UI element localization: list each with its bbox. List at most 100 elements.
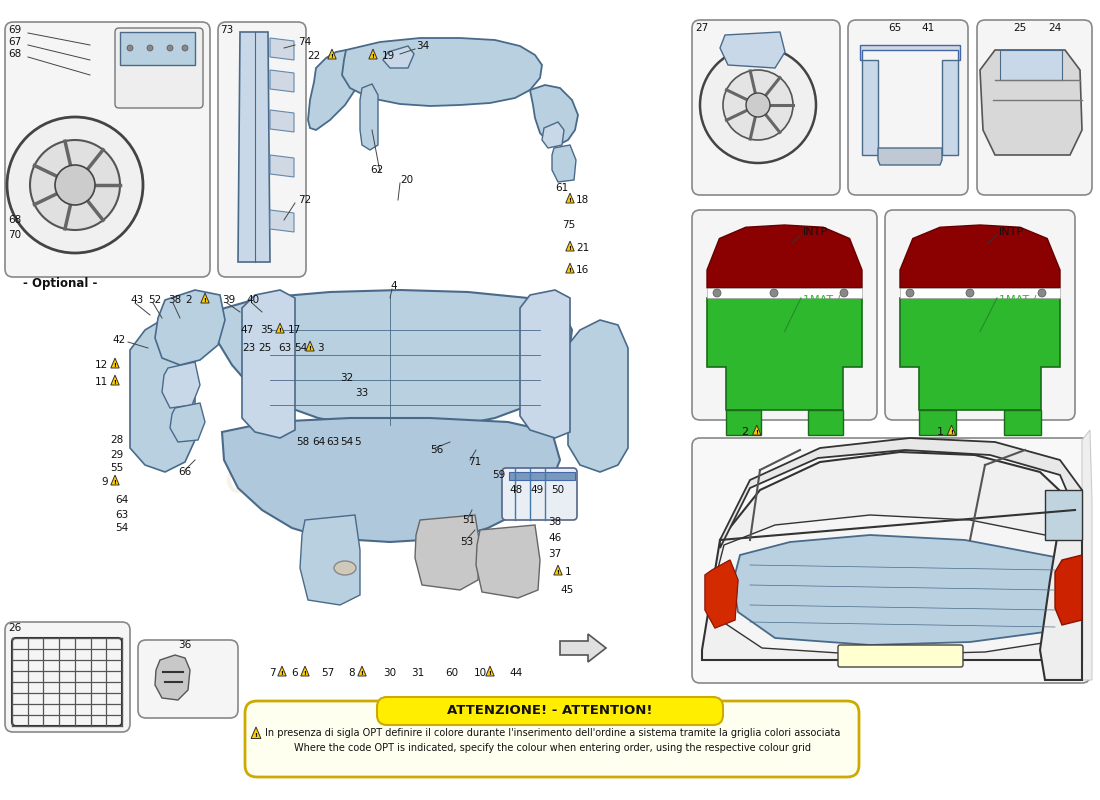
Text: 63: 63 (326, 437, 339, 447)
Text: 1MAT /
LTBC /
ALBC: 1MAT / LTBC / ALBC (803, 295, 840, 328)
Text: 54: 54 (340, 437, 353, 447)
Text: 17: 17 (288, 325, 301, 335)
Polygon shape (862, 60, 878, 155)
Text: 49: 49 (530, 485, 543, 495)
Text: !: ! (950, 430, 953, 435)
Text: 69: 69 (8, 25, 21, 35)
Polygon shape (476, 525, 540, 598)
Text: 35: 35 (260, 325, 273, 335)
FancyBboxPatch shape (838, 645, 962, 667)
Text: 29: 29 (110, 450, 123, 460)
Text: 22: 22 (307, 51, 320, 61)
Text: 56: 56 (430, 445, 443, 455)
Text: 38: 38 (168, 295, 182, 305)
Polygon shape (242, 290, 295, 438)
Polygon shape (308, 50, 360, 130)
Text: 47: 47 (240, 325, 253, 335)
Text: 16: 16 (576, 265, 590, 275)
Polygon shape (328, 49, 337, 59)
FancyBboxPatch shape (218, 22, 306, 277)
Text: 50: 50 (551, 485, 564, 495)
Polygon shape (705, 560, 738, 628)
Text: 4: 4 (390, 281, 397, 291)
Circle shape (700, 47, 816, 163)
Polygon shape (383, 46, 414, 68)
Text: - Optional -: - Optional - (23, 277, 97, 290)
Polygon shape (170, 403, 205, 442)
FancyBboxPatch shape (886, 210, 1075, 420)
Text: 68: 68 (8, 49, 21, 59)
Polygon shape (300, 666, 309, 676)
FancyBboxPatch shape (116, 28, 204, 108)
Text: !: ! (372, 54, 374, 59)
Text: 26: 26 (8, 623, 21, 633)
Text: !: ! (331, 54, 333, 59)
Circle shape (126, 45, 133, 51)
Text: !: ! (254, 734, 257, 738)
Polygon shape (1082, 430, 1092, 680)
Text: 67: 67 (8, 37, 21, 47)
Text: 27: 27 (695, 23, 708, 33)
Polygon shape (560, 634, 606, 662)
Text: 2: 2 (741, 427, 749, 437)
Text: !: ! (304, 671, 307, 676)
Polygon shape (720, 438, 1082, 548)
Text: !: ! (204, 298, 207, 303)
Text: 37: 37 (548, 549, 561, 559)
Text: 63: 63 (116, 510, 129, 520)
Text: 24: 24 (1048, 23, 1062, 33)
Text: !: ! (557, 570, 560, 575)
Polygon shape (270, 70, 294, 92)
Polygon shape (111, 475, 119, 485)
Polygon shape (947, 425, 956, 435)
Polygon shape (270, 155, 294, 177)
FancyBboxPatch shape (502, 468, 578, 520)
Polygon shape (1004, 410, 1041, 435)
Text: Where the code OPT is indicated, specify the colour when entering order, using t: Where the code OPT is indicated, specify… (295, 743, 812, 753)
Text: !: ! (488, 671, 492, 676)
Polygon shape (920, 410, 956, 435)
FancyBboxPatch shape (692, 210, 877, 420)
Text: 63: 63 (278, 343, 292, 353)
Text: 53: 53 (460, 537, 473, 547)
Text: 30: 30 (384, 668, 397, 678)
Text: 38: 38 (548, 517, 561, 527)
Text: !: ! (113, 363, 117, 368)
Polygon shape (565, 193, 574, 203)
Text: 1: 1 (565, 567, 572, 577)
Text: 46: 46 (548, 533, 561, 543)
Circle shape (30, 140, 120, 230)
Text: 65: 65 (889, 23, 902, 33)
Polygon shape (368, 49, 377, 59)
Circle shape (7, 117, 143, 253)
Polygon shape (707, 288, 862, 298)
Text: 5: 5 (354, 437, 361, 447)
Polygon shape (715, 515, 1075, 655)
Text: 42: 42 (112, 335, 125, 345)
Text: 25: 25 (1013, 23, 1026, 33)
Text: 57: 57 (321, 668, 334, 678)
Text: 61: 61 (556, 183, 569, 193)
Polygon shape (360, 84, 378, 150)
Circle shape (167, 45, 173, 51)
Polygon shape (726, 410, 761, 435)
Text: 64: 64 (312, 437, 326, 447)
Polygon shape (707, 298, 862, 410)
FancyBboxPatch shape (138, 640, 238, 718)
Polygon shape (415, 515, 480, 590)
Text: 34: 34 (416, 41, 429, 51)
Text: 74: 74 (298, 37, 311, 47)
Polygon shape (878, 148, 942, 165)
FancyBboxPatch shape (692, 438, 1090, 683)
Polygon shape (130, 318, 195, 472)
Text: 2: 2 (186, 295, 192, 305)
FancyBboxPatch shape (977, 20, 1092, 195)
Text: !: ! (280, 671, 284, 676)
Text: 33: 33 (355, 388, 368, 398)
Polygon shape (278, 666, 286, 676)
Text: 72: 72 (298, 195, 311, 205)
Text: 10: 10 (473, 668, 486, 678)
Polygon shape (358, 666, 366, 676)
Text: !: ! (278, 328, 282, 333)
Text: !: ! (569, 246, 571, 251)
